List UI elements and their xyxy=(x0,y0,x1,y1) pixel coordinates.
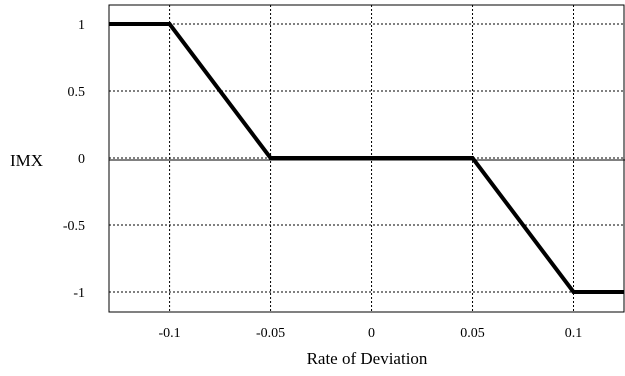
series-line xyxy=(109,22,624,294)
x-tick-label: -0.1 xyxy=(159,326,181,341)
plot-frame xyxy=(108,4,625,313)
y-axis-label: IMX xyxy=(10,151,43,170)
y-tick-label: 0.5 xyxy=(68,85,86,100)
x-tick-label: 0 xyxy=(368,326,375,341)
x-tick-label: 0.1 xyxy=(565,326,583,341)
x-axis-label: Rate of Deviation xyxy=(307,349,428,368)
y-tick-label: -1 xyxy=(73,286,85,301)
y-tick-labels: 1 0.5 0 -0.5 -1 xyxy=(63,18,85,301)
y-tick-label: -0.5 xyxy=(63,219,85,234)
x-tick-label: 0.05 xyxy=(460,326,485,341)
x-tick-label: -0.05 xyxy=(256,326,285,341)
y-tick-label: 0 xyxy=(78,152,85,167)
y-tick-label: 1 xyxy=(78,18,85,33)
series-layer xyxy=(109,22,624,294)
x-tick-labels: -0.1 -0.05 0 0.05 0.1 xyxy=(159,326,583,341)
